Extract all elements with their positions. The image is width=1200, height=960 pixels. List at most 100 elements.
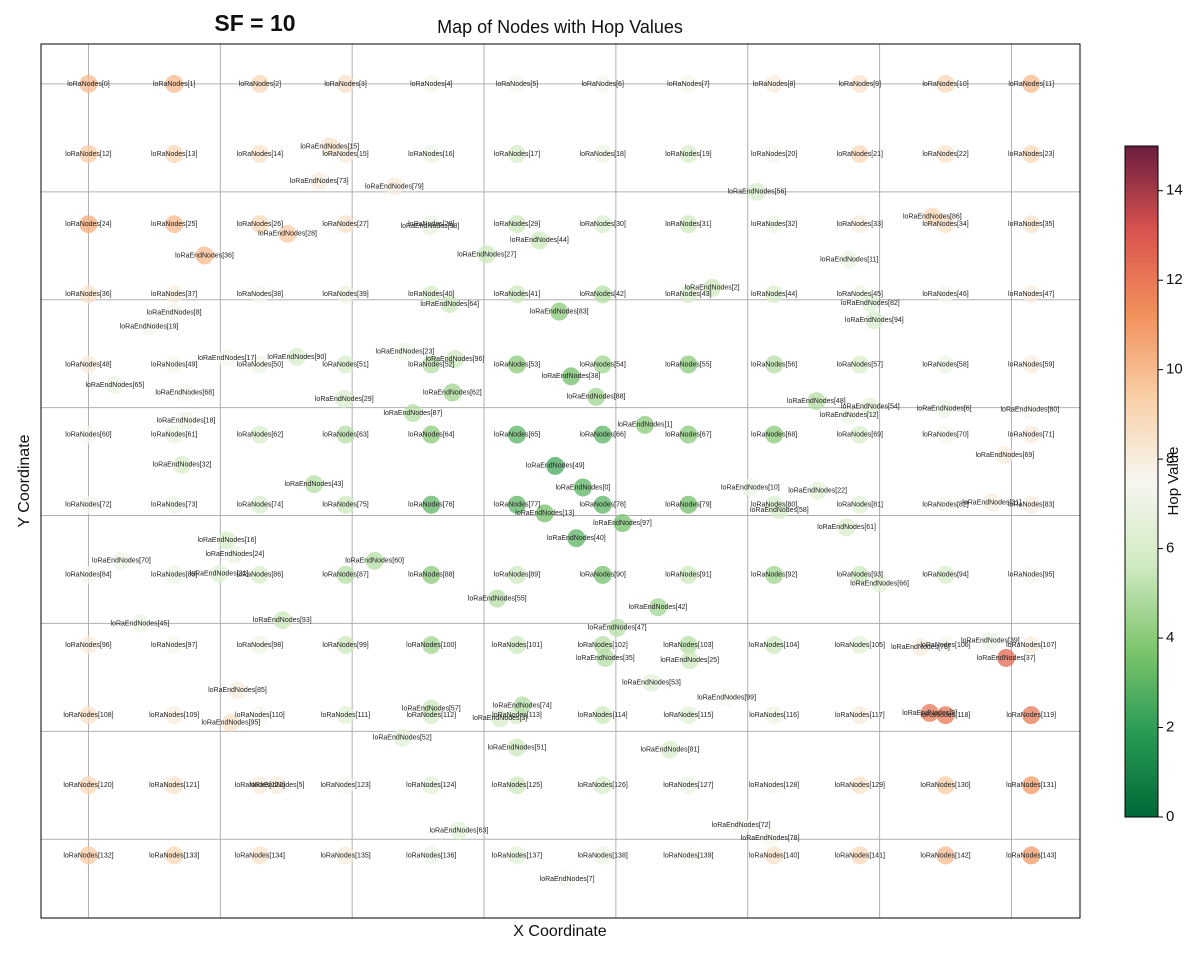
node-marker [1022,145,1041,164]
node-label: loRaNodes[6] [581,81,623,88]
node-label: loRaNodes[125] [492,782,542,789]
node-marker [679,565,698,584]
node-label: loRaNodes[61] [151,431,197,438]
node-marker [165,706,184,725]
node-marker [112,551,131,570]
node-marker [550,302,569,321]
node-label: loRaEndNodes[78] [741,835,800,842]
node-marker [278,224,297,243]
node-label: loRaNodes[48] [65,361,111,368]
colorbar-tick-label: 8 [1166,450,1174,467]
node-marker [507,285,526,304]
node-marker [507,636,526,655]
node-marker [660,740,679,759]
node-marker [765,215,784,234]
node-marker [850,215,869,234]
node-label: loRaEndNodes[66] [850,580,909,587]
node-label: loRaEndNodes[27] [457,251,516,258]
node-label: loRaEndNodes[23] [376,348,435,355]
node-marker [850,776,869,795]
node-marker [1022,846,1041,865]
node-label: loRaNodes[63] [322,431,368,438]
node-label: loRaNodes[137] [492,852,542,859]
node-label: loRaNodes[46] [922,291,968,298]
node-label: loRaNodes[41] [494,291,540,298]
node-label: loRaNodes[43] [665,291,711,298]
node-marker [250,74,269,93]
node-label: loRaEndNodes[76] [891,644,950,651]
node-label: loRaEndNodes[8] [147,310,202,317]
colorbar-tick-label: 2 [1166,719,1174,736]
node-label: loRaNodes[127] [663,782,713,789]
node-label: loRaNodes[143] [1006,852,1056,859]
node-label: loRaNodes[104] [749,642,799,649]
node-marker [165,846,184,865]
node-label: loRaNodes[81] [837,502,883,509]
node-marker [513,696,532,715]
node-marker [1022,74,1041,93]
node-marker [422,495,441,514]
node-marker [320,137,339,156]
node-marker [546,456,565,475]
node-label: loRaNodes[116] [749,712,799,719]
node-marker [840,406,859,425]
node-marker [79,565,98,584]
node-marker [1022,565,1041,584]
node-label: loRaEndNodes[70] [92,558,151,565]
node-marker [420,217,439,236]
node-marker [567,529,586,548]
node-label: loRaEndNodes[36] [175,252,234,259]
node-marker [593,215,612,234]
node-marker [507,355,526,374]
node-label: loRaEndNodes[16] [198,537,257,544]
node-marker [1022,706,1041,725]
node-label: loRaNodes[106] [920,642,970,649]
node-label: loRaNodes[140] [749,852,799,859]
node-marker [177,411,196,430]
node-label: loRaEndNodes[98] [401,223,460,230]
node-label: loRaNodes[68] [751,431,797,438]
node-marker [593,74,612,93]
node-label: loRaNodes[18] [580,151,626,158]
node-marker [593,495,612,514]
node-label: loRaNodes[122] [235,782,285,789]
colorbar-tick-label: 10 [1166,361,1183,378]
node-marker [422,846,441,865]
node-label: loRaNodes[38] [237,291,283,298]
node-label: loRaEndNodes[18] [157,417,216,424]
node-marker [422,565,441,584]
node-label: loRaNodes[114] [578,712,628,719]
node-marker [741,478,760,497]
node-marker [79,215,98,234]
node-label: loRaEndNodes[68] [155,389,214,396]
node-marker [1022,495,1041,514]
node-label: loRaNodes[29] [494,221,540,228]
node-label: loRaEndNodes[31] [962,499,1021,506]
node-label: loRaEndNodes[25] [660,657,719,664]
node-label: loRaNodes[120] [63,782,113,789]
node-label: loRaNodes[70] [922,431,968,438]
node-label: loRaNodes[16] [408,151,454,158]
node-label: loRaEndNodes[69] [975,452,1034,459]
node-label: loRaNodes[91] [665,572,711,579]
node-marker [679,776,698,795]
node-label: loRaNodes[111] [321,712,370,719]
node-label: loRaNodes[14] [237,151,283,158]
node-label: loRaNodes[88] [408,572,454,579]
node-marker [507,846,526,865]
node-label: loRaEndNodes[93] [253,617,312,624]
node-marker [250,776,269,795]
node-marker [837,518,856,537]
node-label: loRaNodes[64] [408,431,454,438]
node-marker [765,636,784,655]
node-marker [1022,636,1041,655]
node-label: loRaEndNodes[43] [285,481,344,488]
node-marker [336,425,355,444]
node-marker [173,455,192,474]
node-marker [210,564,229,583]
node-label: loRaNodes[95] [1008,572,1054,579]
node-label: loRaNodes[76] [408,502,454,509]
node-label: loRaNodes[71] [1008,431,1054,438]
node-marker [680,651,699,670]
node-marker [850,495,869,514]
